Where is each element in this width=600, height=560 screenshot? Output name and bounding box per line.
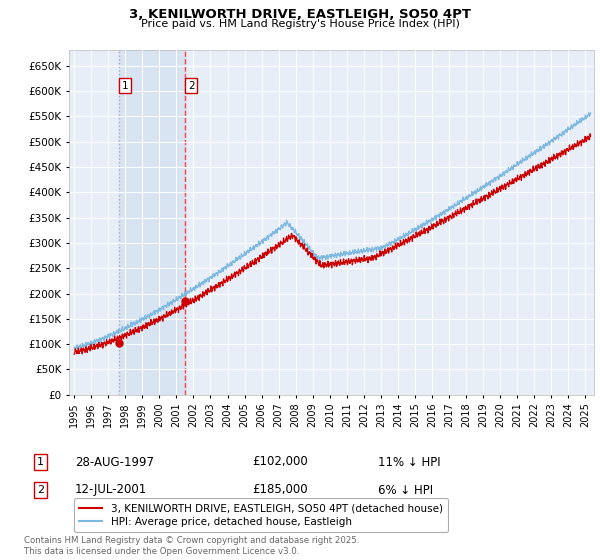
Text: 12-JUL-2001: 12-JUL-2001 bbox=[75, 483, 147, 497]
Text: Contains HM Land Registry data © Crown copyright and database right 2025.
This d: Contains HM Land Registry data © Crown c… bbox=[24, 536, 359, 556]
Text: Price paid vs. HM Land Registry's House Price Index (HPI): Price paid vs. HM Land Registry's House … bbox=[140, 19, 460, 29]
Text: 1: 1 bbox=[37, 457, 44, 467]
Text: 2: 2 bbox=[37, 485, 44, 495]
Text: 11% ↓ HPI: 11% ↓ HPI bbox=[378, 455, 440, 469]
Text: 1: 1 bbox=[122, 81, 128, 91]
Text: 2: 2 bbox=[188, 81, 194, 91]
Text: £185,000: £185,000 bbox=[252, 483, 308, 497]
Text: £102,000: £102,000 bbox=[252, 455, 308, 469]
Bar bbox=[119, 50, 185, 395]
Legend: 3, KENILWORTH DRIVE, EASTLEIGH, SO50 4PT (detached house), HPI: Average price, d: 3, KENILWORTH DRIVE, EASTLEIGH, SO50 4PT… bbox=[74, 498, 448, 532]
Text: 28-AUG-1997: 28-AUG-1997 bbox=[75, 455, 154, 469]
Text: 6% ↓ HPI: 6% ↓ HPI bbox=[378, 483, 433, 497]
Text: 3, KENILWORTH DRIVE, EASTLEIGH, SO50 4PT: 3, KENILWORTH DRIVE, EASTLEIGH, SO50 4PT bbox=[129, 8, 471, 21]
